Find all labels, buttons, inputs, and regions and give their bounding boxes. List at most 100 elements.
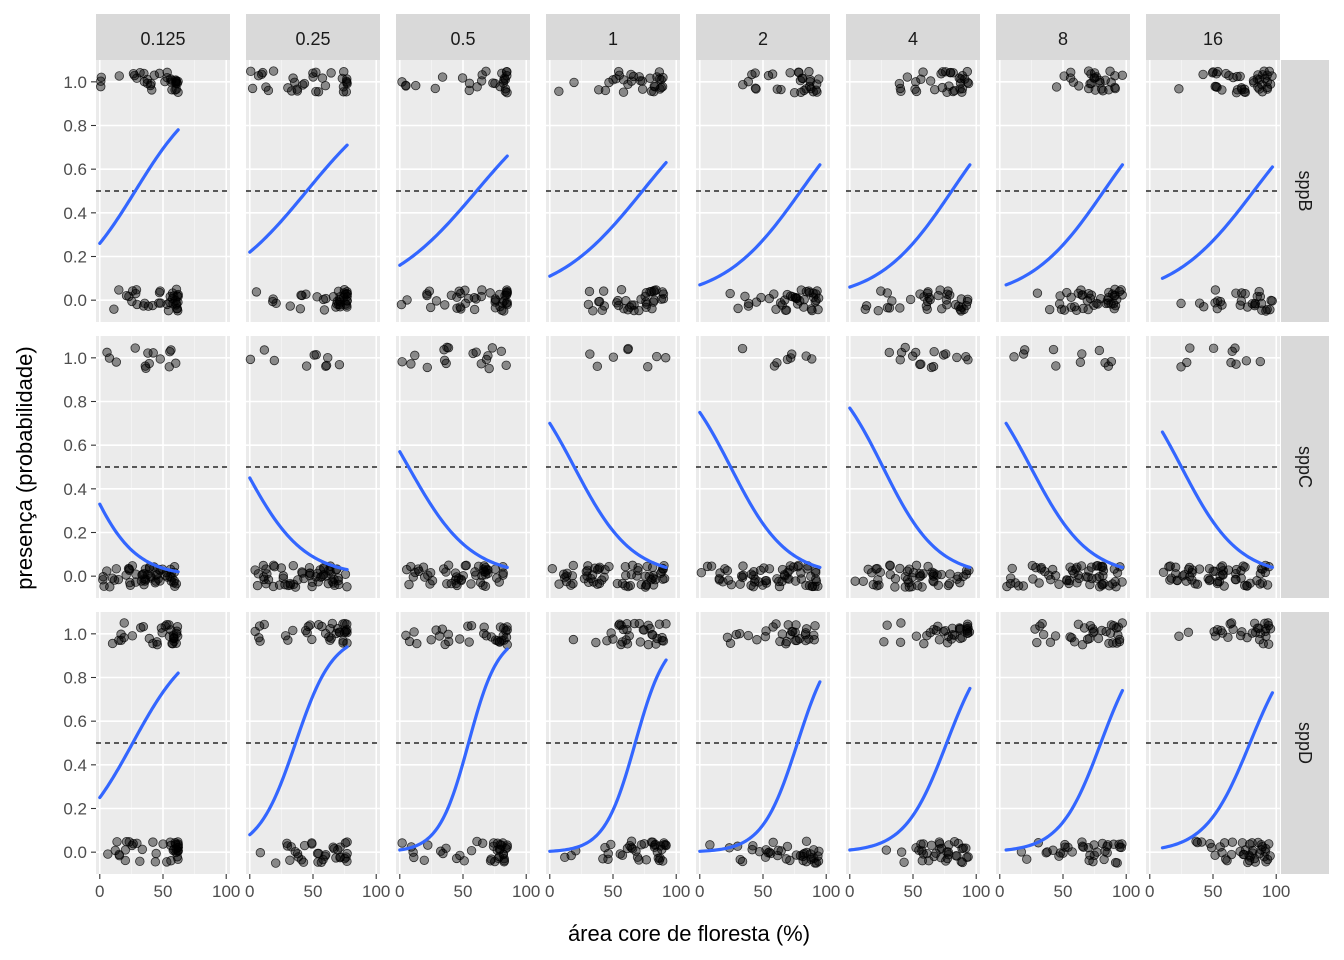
y-tick-label: 1.0 — [63, 73, 87, 92]
data-point — [1212, 577, 1223, 587]
data-point — [600, 565, 610, 575]
data-point — [1212, 303, 1222, 314]
data-point — [1235, 71, 1245, 82]
data-point — [1223, 632, 1233, 643]
data-point — [335, 852, 345, 862]
data-point — [319, 305, 330, 315]
column-strip — [846, 14, 980, 60]
data-point — [131, 288, 141, 299]
fitted-curve — [848, 406, 972, 570]
x-tick-label: 100 — [362, 882, 390, 901]
data-point — [1212, 624, 1223, 635]
data-point — [1236, 288, 1247, 298]
data-point — [397, 77, 407, 87]
data-point — [1117, 618, 1128, 628]
data-point — [460, 298, 471, 309]
data-point — [763, 70, 774, 81]
data-point — [464, 637, 474, 647]
data-point — [1218, 566, 1229, 576]
data-point — [911, 86, 922, 97]
data-point — [1073, 288, 1084, 298]
data-point — [771, 304, 781, 314]
data-point — [654, 855, 665, 866]
data-point — [114, 285, 124, 295]
data-point — [269, 355, 280, 366]
data-point — [606, 839, 616, 850]
facet-panel — [1146, 612, 1280, 874]
data-point — [656, 74, 666, 85]
data-point — [1092, 847, 1102, 857]
column-strip — [396, 14, 530, 60]
data-point — [1225, 619, 1235, 629]
data-point — [455, 634, 465, 644]
data-point — [936, 569, 947, 580]
data-point — [1256, 298, 1267, 309]
data-point — [172, 622, 183, 632]
data-point — [583, 561, 593, 571]
data-point — [554, 579, 564, 589]
data-point — [608, 352, 619, 362]
data-point — [1076, 561, 1087, 571]
data-point — [153, 574, 163, 584]
data-point — [1075, 357, 1086, 367]
data-point — [949, 630, 959, 640]
data-point — [1249, 618, 1260, 628]
data-point — [488, 841, 499, 851]
data-point — [1236, 296, 1247, 306]
data-point — [735, 854, 745, 865]
data-point — [282, 838, 292, 849]
facet-panel — [996, 336, 1130, 598]
data-point — [895, 355, 905, 365]
data-point — [637, 84, 648, 94]
fitted-curve — [548, 421, 668, 570]
data-point — [587, 570, 598, 580]
data-point — [285, 301, 295, 311]
data-point — [1048, 845, 1058, 855]
data-point — [1255, 291, 1265, 302]
data-point — [419, 855, 429, 865]
data-point — [618, 87, 629, 97]
data-point — [338, 87, 349, 97]
data-point — [1050, 631, 1061, 641]
data-point — [120, 855, 131, 866]
data-point — [278, 571, 289, 581]
data-point — [952, 352, 962, 363]
x-tick-label: 100 — [962, 882, 990, 901]
data-point — [317, 73, 328, 83]
data-point — [1103, 361, 1114, 371]
data-point — [799, 85, 809, 96]
data-point — [645, 73, 655, 83]
data-point — [649, 81, 659, 91]
data-point — [460, 285, 470, 295]
data-point — [404, 579, 414, 590]
data-point — [887, 296, 897, 306]
data-point — [1077, 639, 1088, 650]
data-point — [896, 847, 907, 857]
data-point — [477, 70, 487, 80]
data-point — [617, 578, 628, 589]
data-point — [147, 85, 157, 95]
data-point — [1074, 81, 1084, 91]
data-point — [165, 837, 175, 847]
data-point — [167, 85, 177, 95]
data-point — [640, 571, 650, 581]
data-point — [809, 635, 819, 645]
data-point — [342, 291, 352, 302]
data-point — [725, 638, 736, 648]
data-point — [933, 290, 944, 301]
data-point — [154, 68, 165, 79]
data-point — [626, 570, 637, 580]
y-axis-title: presença (probabilidade) — [12, 346, 37, 589]
data-point — [1007, 563, 1017, 574]
data-point — [612, 298, 622, 308]
data-point — [472, 82, 482, 92]
data-point — [139, 68, 149, 79]
facet-panel — [396, 336, 530, 598]
data-point — [158, 839, 168, 849]
data-point — [648, 630, 658, 640]
data-point — [890, 582, 900, 592]
column-strip — [1146, 14, 1280, 60]
data-point — [917, 856, 928, 866]
facet-panel — [245, 336, 380, 598]
data-point — [251, 287, 262, 297]
